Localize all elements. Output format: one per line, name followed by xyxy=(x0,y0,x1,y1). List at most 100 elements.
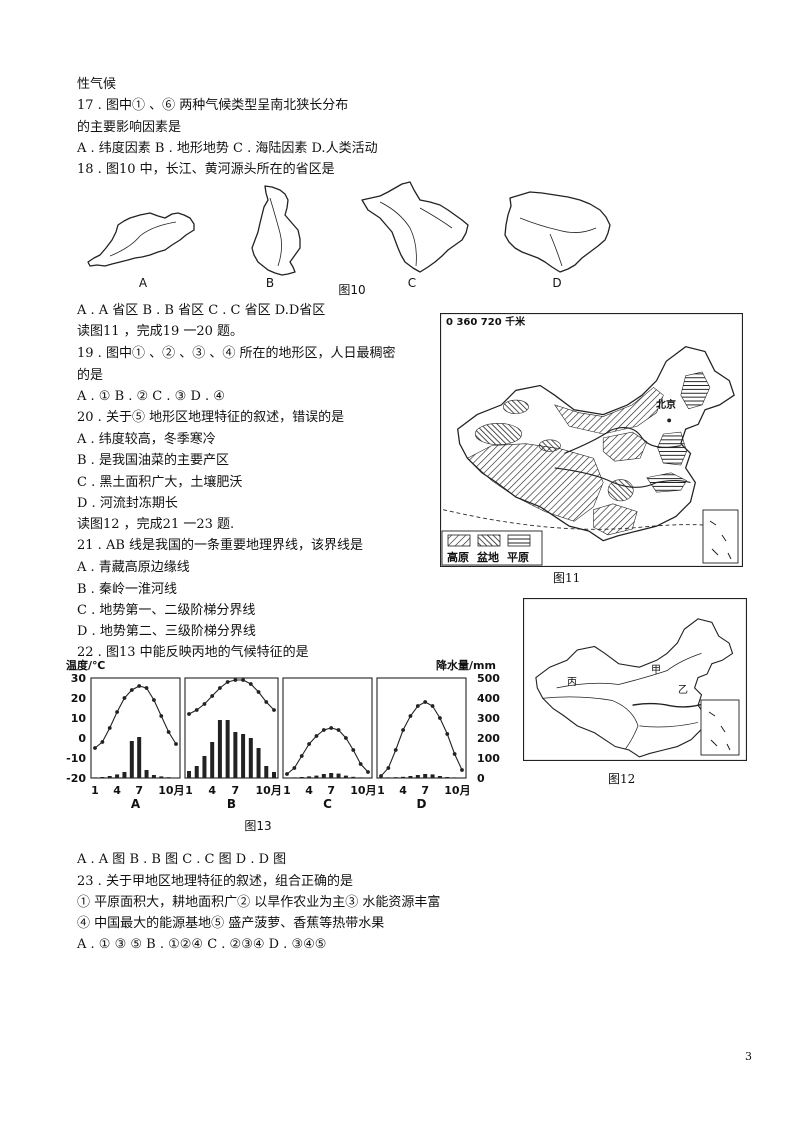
q21-option-d: D . 地势第二、三级阶梯分界线 xyxy=(77,624,256,639)
precipitation-bar xyxy=(329,773,334,778)
figure11-scale-text: 0 360 720 千米 xyxy=(446,315,526,328)
precipitation-bar xyxy=(445,777,450,778)
month-tick-label: 1 xyxy=(91,784,99,797)
fig12-south-sea-islands xyxy=(708,711,731,751)
temperature-point xyxy=(225,680,230,684)
temperature-point xyxy=(321,728,326,732)
month-tick-label: 10月 xyxy=(158,784,184,797)
precipitation-bar xyxy=(107,776,112,778)
q18-stem: 18 . 图10 中，长江、黄河源头所在的省区是 xyxy=(77,162,335,177)
plateau-qinghai-tibet xyxy=(466,443,604,522)
province-outline-c xyxy=(361,181,469,273)
month-tick-label: 7 xyxy=(135,784,143,797)
south-sea-islands xyxy=(709,520,732,560)
temperature-line xyxy=(94,685,177,749)
precipitation-bar xyxy=(256,748,261,778)
temperature-point xyxy=(329,726,334,730)
temperature-point xyxy=(152,698,156,702)
precipitation-bar xyxy=(93,777,97,778)
q21-option-b: B . 秦岭一淮河线 xyxy=(77,582,177,597)
legend-swatch-basin xyxy=(477,534,501,547)
q21-option-a: A . 青藏高原边缘线 xyxy=(77,560,190,575)
temperature-point xyxy=(307,742,311,746)
temperature-point xyxy=(314,734,319,738)
precipitation-bar xyxy=(336,773,341,778)
q20-stem: 20 . 关于⑤ 地形区地理特征的叙述，错误的是 xyxy=(77,410,345,425)
month-tick-label: 4 xyxy=(399,784,407,797)
basin-junggar xyxy=(502,399,529,414)
q23-stem: 23 . 关于甲地区地理特征的叙述，组合正确的是 xyxy=(77,874,353,889)
province-c-river xyxy=(379,201,453,267)
temperature-tick-label: -10 xyxy=(66,752,86,765)
precipitation-bar xyxy=(351,776,356,778)
q20-option-a: A . 纬度较高，冬季寒冷 xyxy=(77,432,216,447)
q20-option-d: D . 河流封冻期长 xyxy=(77,496,178,511)
temperature-point xyxy=(366,770,370,774)
temperature-point xyxy=(122,696,127,700)
month-tick-label: 7 xyxy=(327,784,335,797)
q21-stem: 21 . AB 线是我国的一条重要地理界线，该界线是 xyxy=(77,538,364,553)
q18-options: A . A 省区 B . B 省区 C . C 省区 D.D省区 xyxy=(77,303,326,318)
q20-option-b: B . 是我国油菜的主要产区 xyxy=(77,453,229,468)
legend-label-plain: 平原 xyxy=(507,551,529,564)
temperature-point xyxy=(202,702,207,706)
q19-stem: 19 . 图中① 、② 、③ 、④ 所在的地形区，人日最稠密 xyxy=(77,346,396,361)
temperature-point xyxy=(174,742,178,746)
temperature-point xyxy=(129,688,134,692)
temperature-point xyxy=(285,772,289,776)
figure10-label-d: D xyxy=(552,276,561,290)
text-fragment: 性气候 xyxy=(77,77,117,92)
temperature-point xyxy=(256,690,261,694)
precipitation-bar xyxy=(408,776,413,778)
legend-label-basin: 盆地 xyxy=(476,550,499,564)
temperature-point xyxy=(358,762,363,766)
page-number: 3 xyxy=(745,1050,752,1063)
precipitation-bar xyxy=(233,732,238,778)
region-boundary-north xyxy=(556,653,702,689)
temperature-point xyxy=(438,716,442,720)
temperature-point xyxy=(93,746,97,750)
temperature-point xyxy=(218,686,222,690)
legend-label-plateau: 高原 xyxy=(447,550,469,564)
q19-options: A . ① B . ② C . ③ D . ④ xyxy=(77,389,225,404)
temperature-point xyxy=(210,694,215,698)
climate-panel-letter: A xyxy=(131,797,141,811)
precipitation-bar xyxy=(415,775,420,778)
temperature-tick-label: 0 xyxy=(78,732,86,745)
figure12-caption: 图12 xyxy=(608,772,636,786)
precipitation-bar xyxy=(307,776,312,778)
precipitation-bar xyxy=(129,741,134,778)
q17-stem: 17 . 图中① 、⑥ 两种气候类型呈南北狭长分布 xyxy=(77,98,349,113)
precipitation-bar xyxy=(452,777,457,778)
q17-options: A . 纬度因素 B . 地形地势 C . 海陆因素 D.人类活动 xyxy=(77,141,378,156)
q23-statement-2: ④ 中国最大的能源基地⑤ 盛产菠萝、香蕉等热带水果 xyxy=(77,916,385,931)
figure12-label-jia: 甲 xyxy=(651,665,661,676)
precipitation-bar xyxy=(217,720,222,778)
month-tick-label: 10月 xyxy=(256,784,282,797)
precipitation-bar xyxy=(202,756,207,778)
q22-stem: 22 . 图13 中能反映丙地的气候特征的是 xyxy=(77,645,309,660)
precipitation-tick-label: 300 xyxy=(477,712,500,725)
tropic-line xyxy=(443,509,740,530)
province-b-river xyxy=(269,197,282,267)
fig12-south-sea-inset xyxy=(700,699,740,756)
figure10-province-outlines: A B C D 图10 xyxy=(87,181,611,297)
precipitation-bar xyxy=(343,775,348,778)
climate-panel-letter: B xyxy=(227,797,236,811)
precipitation-bar xyxy=(393,777,398,778)
precipitation-bar xyxy=(137,737,142,778)
province-outline-a xyxy=(87,212,195,267)
temperature-point xyxy=(292,766,297,770)
temperature-tick-label: 20 xyxy=(71,692,87,705)
ab-boundary-line xyxy=(632,702,702,708)
temperature-point xyxy=(272,708,276,712)
climate-panel-frame xyxy=(90,677,181,779)
month-tick-label: 7 xyxy=(421,784,429,797)
basin-tarim xyxy=(474,423,523,445)
china-outline-fig12 xyxy=(535,618,734,758)
month-tick-label: 4 xyxy=(305,784,313,797)
figure10-caption: 图10 xyxy=(338,283,365,297)
precipitation-tick-label: 200 xyxy=(477,732,500,745)
temperature-point xyxy=(386,766,391,770)
temperature-point xyxy=(401,728,405,732)
